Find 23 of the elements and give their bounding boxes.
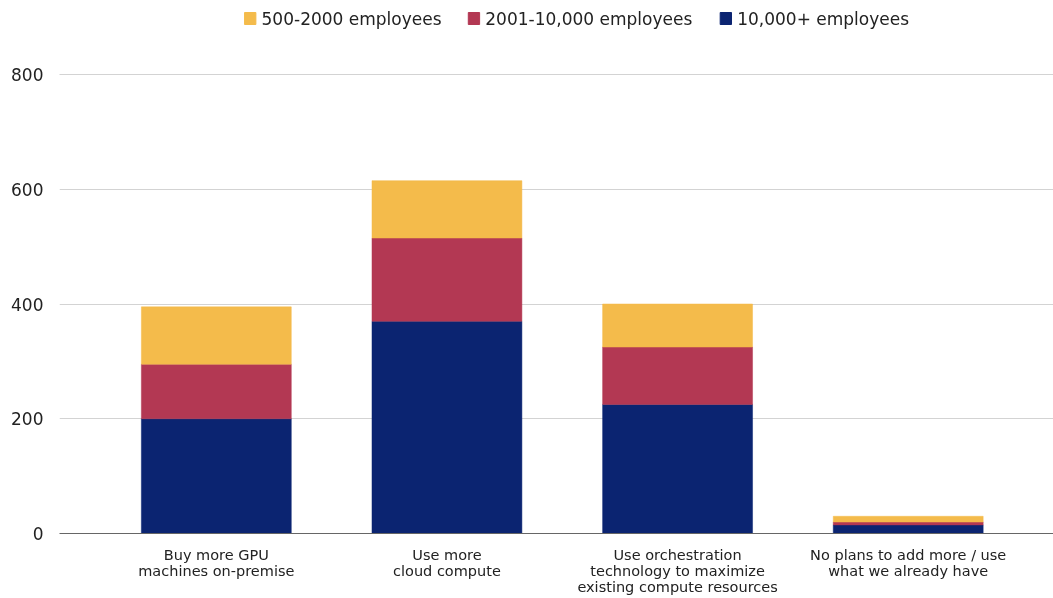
bar: [602, 303, 753, 348]
bar: [833, 521, 984, 526]
bar: [141, 363, 292, 419]
bar: [602, 346, 753, 405]
bar: [602, 404, 753, 534]
y-tick-label: 800: [11, 65, 44, 85]
legend-label: 500-2000 employees: [261, 8, 442, 29]
legend-label: 10,000+ employees: [737, 8, 910, 29]
bar: [371, 180, 523, 239]
x-tick-label: Buy more GPU machines on-premise: [138, 546, 295, 579]
x-tick-label: No plans to add more / use what we already have: [810, 546, 1007, 579]
y-tick-label: 200: [11, 409, 44, 430]
y-tick-label: 400: [11, 294, 44, 315]
y-tick-label: 0: [32, 524, 44, 544]
x-tick-label: Use orchestration technology to maximize existing compute resources: [577, 546, 778, 595]
y-tick-label: 600: [11, 179, 44, 200]
legend-label: 2001-10,000 employees: [485, 8, 693, 29]
bar: [141, 418, 292, 534]
bar: [141, 306, 292, 365]
bar: [833, 516, 984, 523]
x-tick-label: Use more cloud compute: [393, 546, 501, 579]
bar: [371, 320, 523, 534]
bar: [371, 237, 523, 322]
